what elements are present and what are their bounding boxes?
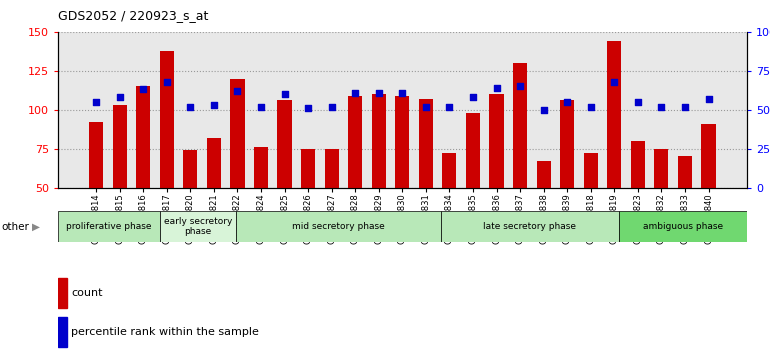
Bar (230, 79, 245, 188)
Bar (160, 211, 236, 242)
Text: ▶: ▶ (32, 222, 40, 232)
Point (161, 79, 173, 85)
Bar (395, 96, 410, 188)
Bar (619, 211, 747, 242)
Point (255, 104, 267, 109)
Text: ambiguous phase: ambiguous phase (643, 222, 723, 231)
Point (231, 88, 243, 94)
Point (396, 90, 408, 96)
Text: early secretory
phase: early secretory phase (164, 217, 233, 236)
Bar (513, 63, 527, 188)
Point (561, 99, 574, 105)
Bar (419, 99, 433, 188)
Point (349, 90, 361, 96)
Point (608, 79, 621, 85)
Bar (159, 51, 174, 188)
Bar (537, 161, 551, 188)
Point (373, 90, 385, 96)
Bar (58, 317, 68, 347)
Bar (183, 150, 197, 188)
Point (537, 107, 550, 113)
Point (514, 84, 526, 89)
Point (490, 85, 503, 91)
Point (208, 102, 220, 108)
Point (137, 87, 149, 92)
Text: mid secretory phase: mid secretory phase (292, 222, 385, 231)
Bar (236, 211, 440, 242)
Bar (301, 149, 315, 188)
Point (113, 95, 126, 100)
Bar (631, 141, 645, 188)
Bar (560, 101, 574, 188)
Bar (89, 122, 103, 188)
Point (326, 104, 338, 109)
Point (655, 104, 668, 109)
Bar (207, 138, 221, 188)
Text: late secretory phase: late secretory phase (484, 222, 577, 231)
Point (631, 99, 644, 105)
Bar (466, 113, 480, 188)
Bar (608, 41, 621, 188)
Point (420, 104, 432, 109)
Bar (58, 278, 68, 308)
Point (584, 104, 597, 109)
Bar (58, 211, 160, 242)
Text: count: count (71, 288, 102, 298)
Bar (277, 101, 292, 188)
Bar (442, 153, 457, 188)
Point (467, 95, 479, 100)
Bar (325, 149, 339, 188)
Text: other: other (2, 222, 29, 232)
Bar (440, 211, 619, 242)
Point (444, 104, 456, 109)
Point (702, 96, 715, 102)
Bar (584, 153, 598, 188)
Bar (654, 149, 668, 188)
Bar (678, 156, 692, 188)
Text: proliferative phase: proliferative phase (66, 222, 152, 231)
Point (184, 104, 196, 109)
Bar (136, 86, 150, 188)
Bar (112, 105, 127, 188)
Bar (254, 147, 268, 188)
Text: GDS2052 / 220923_s_at: GDS2052 / 220923_s_at (58, 9, 208, 22)
Point (679, 104, 691, 109)
Point (279, 91, 291, 97)
Bar (701, 124, 715, 188)
Text: percentile rank within the sample: percentile rank within the sample (71, 327, 259, 337)
Point (90, 99, 102, 105)
Point (302, 105, 314, 111)
Bar (490, 94, 504, 188)
Bar (372, 94, 386, 188)
Bar (348, 96, 363, 188)
